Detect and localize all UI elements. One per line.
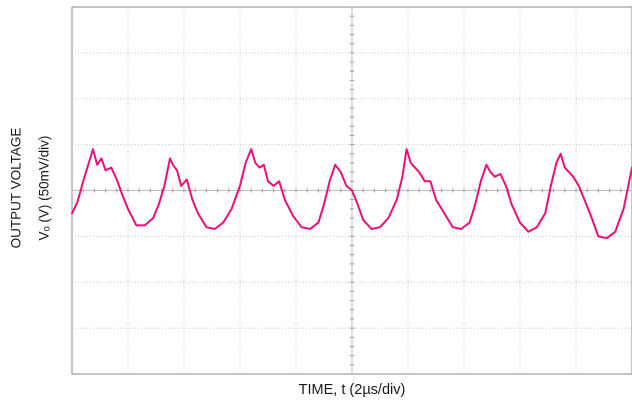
series-layer: [71, 148, 632, 240]
x-axis-label: TIME, t (2µs/div): [298, 382, 406, 398]
waveform-series-line: [71, 148, 632, 240]
